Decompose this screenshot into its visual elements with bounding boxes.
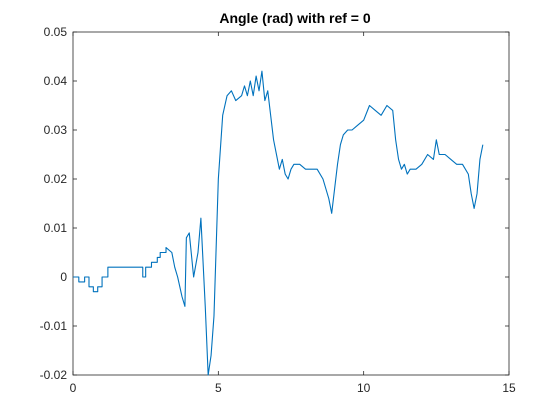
data-series: [73, 70, 484, 376]
y-tick-label: 0.03: [44, 123, 68, 137]
y-tick-label: -0.02: [40, 368, 68, 382]
axis-ticks: 0 5 10 15 -0.02 -0.01 0 0.01 0.02 0.03 0.04 0.05: [40, 25, 516, 395]
y-tick-label: -0.01: [40, 319, 68, 333]
x-tick-label: 0: [70, 381, 77, 395]
x-tick-label: 10: [357, 381, 371, 395]
y-tick-label: 0.05: [44, 25, 68, 39]
series-line: [73, 70, 484, 376]
x-tick-label: 15: [502, 381, 516, 395]
plot-area: [72, 31, 510, 376]
chart-title: Angle (rad) with ref = 0: [219, 10, 371, 26]
x-tick-label: 5: [215, 381, 222, 395]
y-tick-label: 0.01: [44, 221, 68, 235]
y-tick-label: 0: [60, 270, 67, 284]
y-tick-label: 0.02: [44, 172, 68, 186]
y-tick-label: 0.04: [44, 74, 68, 88]
